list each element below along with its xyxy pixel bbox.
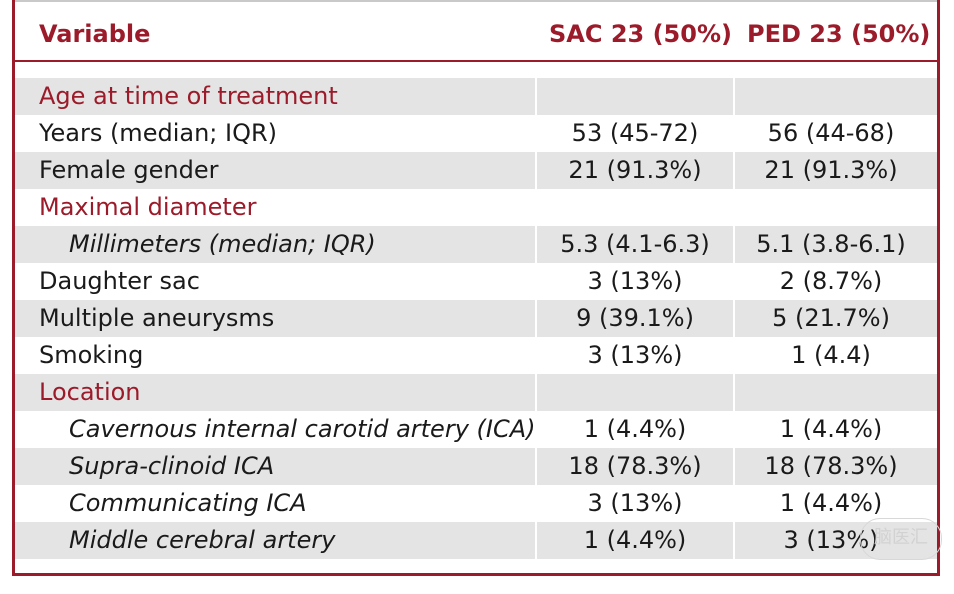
row-label: Communicating ICA <box>69 489 307 517</box>
row-ped: 21 (91.3%) <box>764 156 898 184</box>
row-sac: 1 (4.4%) <box>583 526 687 554</box>
row-label: Cavernous internal carotid artery (ICA) <box>69 415 536 443</box>
table-row: Smoking 3 (13%) 1 (4.4) <box>15 337 937 374</box>
table-row: Daughter sac 3 (13%) 2 (8.7%) <box>15 263 937 300</box>
row-label: Years (median; IQR) <box>39 119 277 147</box>
row-label: Millimeters (median; IQR) <box>69 230 376 258</box>
row-ped: 5 (21.7%) <box>772 304 890 332</box>
row-ped: 2 (8.7%) <box>779 267 883 295</box>
row-sac <box>537 78 733 115</box>
row-sac: 9 (39.1%) <box>576 304 694 332</box>
header-sac: SAC 23 (50%) <box>549 20 732 48</box>
row-sac <box>537 374 733 411</box>
row-label: Location <box>39 378 141 406</box>
table-row-section: Location <box>15 374 937 411</box>
top-rule <box>15 0 937 2</box>
row-ped <box>733 189 929 226</box>
row-ped: 1 (4.4) <box>791 341 871 369</box>
table-row: Communicating ICA 3 (13%) 1 (4.4%) <box>15 485 937 522</box>
row-sac: 1 (4.4%) <box>583 415 687 443</box>
table-row: Years (median; IQR) 53 (45-72) 56 (44-68… <box>15 115 937 152</box>
table-row: Cavernous internal carotid artery (ICA) … <box>15 411 937 448</box>
header-variable: Variable <box>39 20 151 48</box>
row-sac: 5.3 (4.1-6.3) <box>560 230 710 258</box>
row-label: Daughter sac <box>39 267 200 295</box>
header-ped: PED 23 (50%) <box>747 20 931 48</box>
table-row: Multiple aneurysms 9 (39.1%) 5 (21.7%) <box>15 300 937 337</box>
row-sac: 53 (45-72) <box>571 119 699 147</box>
row-ped <box>733 78 929 115</box>
row-ped: 18 (78.3%) <box>764 452 898 480</box>
table-row: Millimeters (median; IQR) 5.3 (4.1-6.3) … <box>15 226 937 263</box>
row-label: Multiple aneurysms <box>39 304 275 332</box>
row-ped: 5.1 (3.8-6.1) <box>756 230 906 258</box>
row-label: Middle cerebral artery <box>69 526 336 554</box>
row-sac: 21 (91.3%) <box>568 156 702 184</box>
row-sac: 18 (78.3%) <box>568 452 702 480</box>
row-sac <box>537 189 733 226</box>
row-label: Age at time of treatment <box>39 82 338 110</box>
table-row: Middle cerebral artery 1 (4.4%) 3 (13%) <box>15 522 937 559</box>
table-row: Supra-clinoid ICA 18 (78.3%) 18 (78.3%) <box>15 448 937 485</box>
row-label: Maximal diameter <box>39 193 257 221</box>
row-sac: 3 (13%) <box>587 489 683 517</box>
row-label: Smoking <box>39 341 144 369</box>
row-sac: 3 (13%) <box>587 341 683 369</box>
row-label: Supra-clinoid ICA <box>69 452 275 480</box>
row-sac: 3 (13%) <box>587 267 683 295</box>
row-label: Female gender <box>39 156 219 184</box>
table-row-section: Maximal diameter <box>15 189 937 226</box>
row-ped: 1 (4.4%) <box>779 489 883 517</box>
table-header: Variable SAC 23 (50%) PED 23 (50%) <box>15 8 937 62</box>
table-body: Age at time of treatment Years (median; … <box>15 78 937 559</box>
table-row-section: Age at time of treatment <box>15 78 937 115</box>
table-frame: Variable SAC 23 (50%) PED 23 (50%) Age a… <box>12 0 940 576</box>
row-ped: 1 (4.4%) <box>779 415 883 443</box>
row-ped: 56 (44-68) <box>767 119 895 147</box>
row-ped <box>733 374 929 411</box>
watermark-logo: 脑医汇 <box>860 518 942 560</box>
table-row: Female gender 21 (91.3%) 21 (91.3%) <box>15 152 937 189</box>
